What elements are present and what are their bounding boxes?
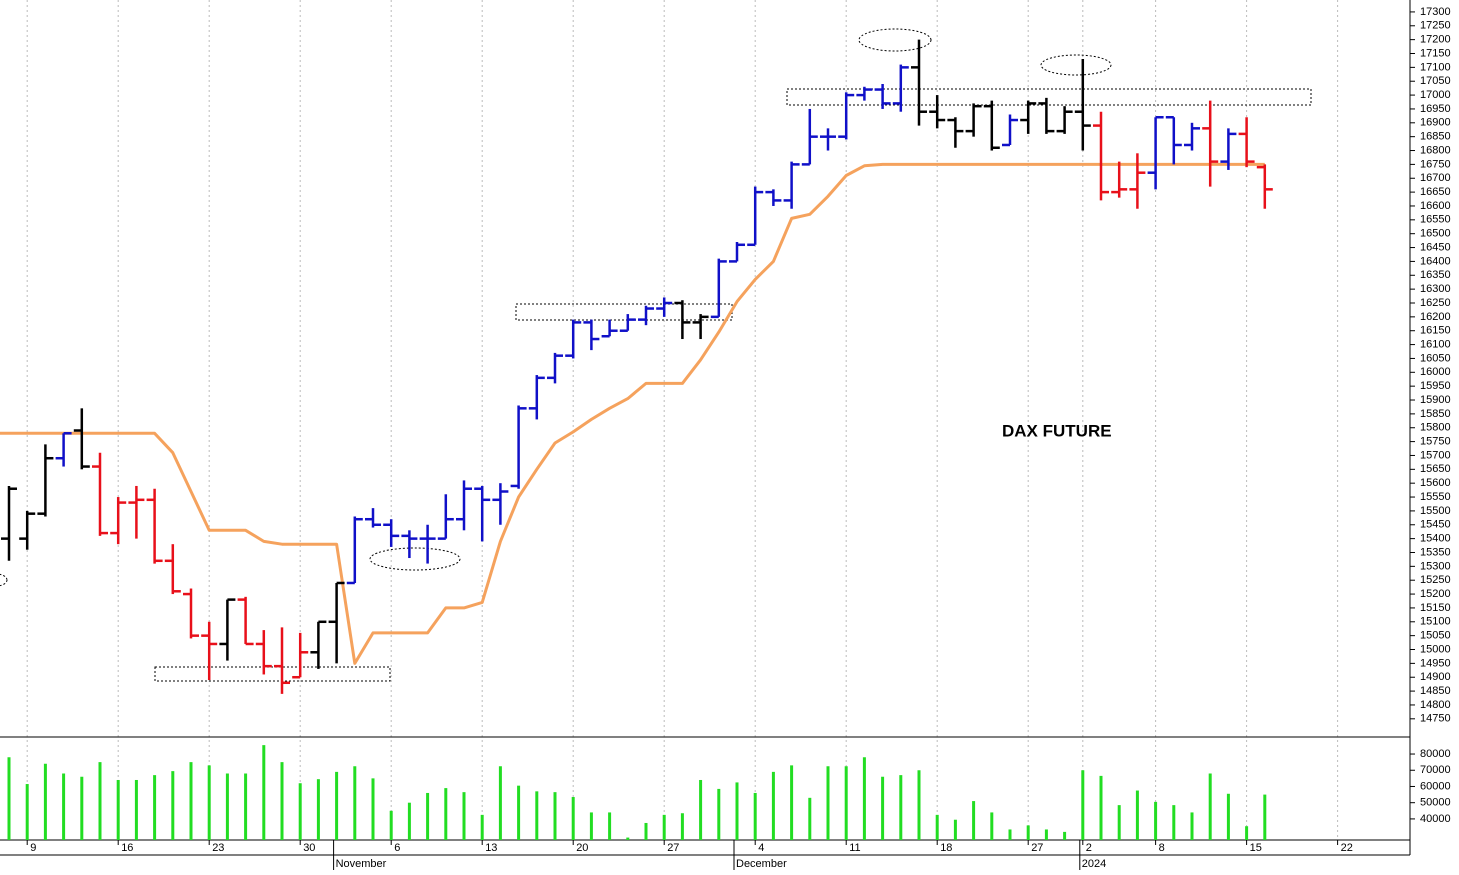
y-tick-label: 15900	[1420, 394, 1451, 406]
y-tick-label: 16300	[1420, 283, 1451, 295]
y-tick-label: 16650	[1420, 186, 1451, 198]
y-tick-label: 16350	[1420, 269, 1451, 281]
y-tick-label: 16700	[1420, 172, 1451, 184]
x-tick-label: 2	[1086, 842, 1092, 854]
y-tick-label: 15150	[1420, 602, 1451, 614]
y-tick-label: 16750	[1420, 158, 1451, 170]
y-tick-label: 15350	[1420, 546, 1451, 558]
y-tick-label: 15750	[1420, 436, 1451, 448]
highlight-ellipse	[369, 547, 461, 571]
highlight-ellipse	[0, 573, 8, 587]
y-tick-label: 16450	[1420, 241, 1451, 253]
y-tick-label: 14750	[1420, 713, 1451, 725]
y-tick-label: 17150	[1420, 47, 1451, 59]
y-tick-label: 16200	[1420, 311, 1451, 323]
grid	[26, 0, 1339, 840]
y-tick-label: 15850	[1420, 408, 1451, 420]
y-tick-label: 14950	[1420, 657, 1451, 669]
y-tick-label: 15650	[1420, 463, 1451, 475]
resistance-box	[786, 88, 1312, 106]
x-tick-label: 15	[1250, 842, 1262, 854]
volume-tick-label: 40000	[1420, 813, 1451, 825]
y-tick-label: 16900	[1420, 117, 1451, 129]
y-tick-label: 17200	[1420, 34, 1451, 46]
y-tick-label: 15450	[1420, 519, 1451, 531]
x-tick-label: 23	[212, 842, 224, 854]
y-tick-label: 14900	[1420, 671, 1451, 683]
y-tick-label: 17000	[1420, 89, 1451, 101]
y-tick-label: 15550	[1420, 491, 1451, 503]
x-tick-label: 30	[303, 842, 315, 854]
y-tick-label: 16850	[1420, 131, 1451, 143]
x-tick-label: 8	[1159, 842, 1165, 854]
month-label: 2024	[1082, 858, 1106, 870]
month-label: December	[736, 858, 787, 870]
x-tick-label: 11	[849, 842, 860, 854]
y-tick-label: 17250	[1420, 20, 1451, 32]
y-tick-label: 16150	[1420, 325, 1451, 337]
y-tick-label: 16550	[1420, 214, 1451, 226]
y-tick-label: 17300	[1420, 6, 1451, 18]
support-box	[154, 666, 391, 682]
y-tick-label: 15700	[1420, 449, 1451, 461]
x-tick-label: 16	[121, 842, 133, 854]
y-tick-label: 16400	[1420, 255, 1451, 267]
x-tick-label: 6	[394, 842, 400, 854]
y-tick-label: 15400	[1420, 533, 1451, 545]
volume-tick-label: 80000	[1420, 748, 1451, 760]
y-tick-label: 15950	[1420, 380, 1451, 392]
y-tick-label: 17100	[1420, 61, 1451, 73]
y-tick-label: 16800	[1420, 144, 1451, 156]
highlight-ellipse	[858, 28, 932, 52]
y-tick-label: 14850	[1420, 685, 1451, 697]
y-tick-label: 15300	[1420, 560, 1451, 572]
y-tick-label: 16050	[1420, 352, 1451, 364]
volume-tick-label: 60000	[1420, 780, 1451, 792]
y-tick-label: 16500	[1420, 228, 1451, 240]
y-tick-label: 15200	[1420, 588, 1451, 600]
y-tick-label: 16950	[1420, 103, 1451, 115]
x-tick-label: 4	[758, 842, 764, 854]
x-tick-label: 18	[940, 842, 952, 854]
x-tick-label: 22	[1341, 842, 1353, 854]
x-tick-label: 27	[1031, 842, 1043, 854]
y-tick-label: 16600	[1420, 200, 1451, 212]
y-tick-label: 16100	[1420, 338, 1451, 350]
y-tick-label: 15600	[1420, 477, 1451, 489]
y-tick-label: 14800	[1420, 699, 1451, 711]
y-tick-label: 15800	[1420, 422, 1451, 434]
y-tick-label: 15000	[1420, 643, 1451, 655]
x-tick-label: 27	[667, 842, 679, 854]
x-tick-label: 9	[30, 842, 36, 854]
stop-line	[0, 162, 1265, 665]
y-tick-label: 15100	[1420, 616, 1451, 628]
volume-tick-label: 70000	[1420, 764, 1451, 776]
y-tick-label: 15500	[1420, 505, 1451, 517]
chart-annotation: DAX FUTURE	[1002, 421, 1112, 440]
y-tick-label: 16250	[1420, 297, 1451, 309]
x-tick-label: 20	[576, 842, 588, 854]
y-tick-label: 17050	[1420, 75, 1451, 87]
month-label: November	[336, 858, 387, 870]
x-tick-label: 13	[485, 842, 497, 854]
y-tick-label: 15050	[1420, 630, 1451, 642]
volume-tick-label: 50000	[1420, 797, 1451, 809]
y-tick-label: 16000	[1420, 366, 1451, 378]
y-tick-label: 15250	[1420, 574, 1451, 586]
highlight-ellipse	[1040, 54, 1112, 76]
